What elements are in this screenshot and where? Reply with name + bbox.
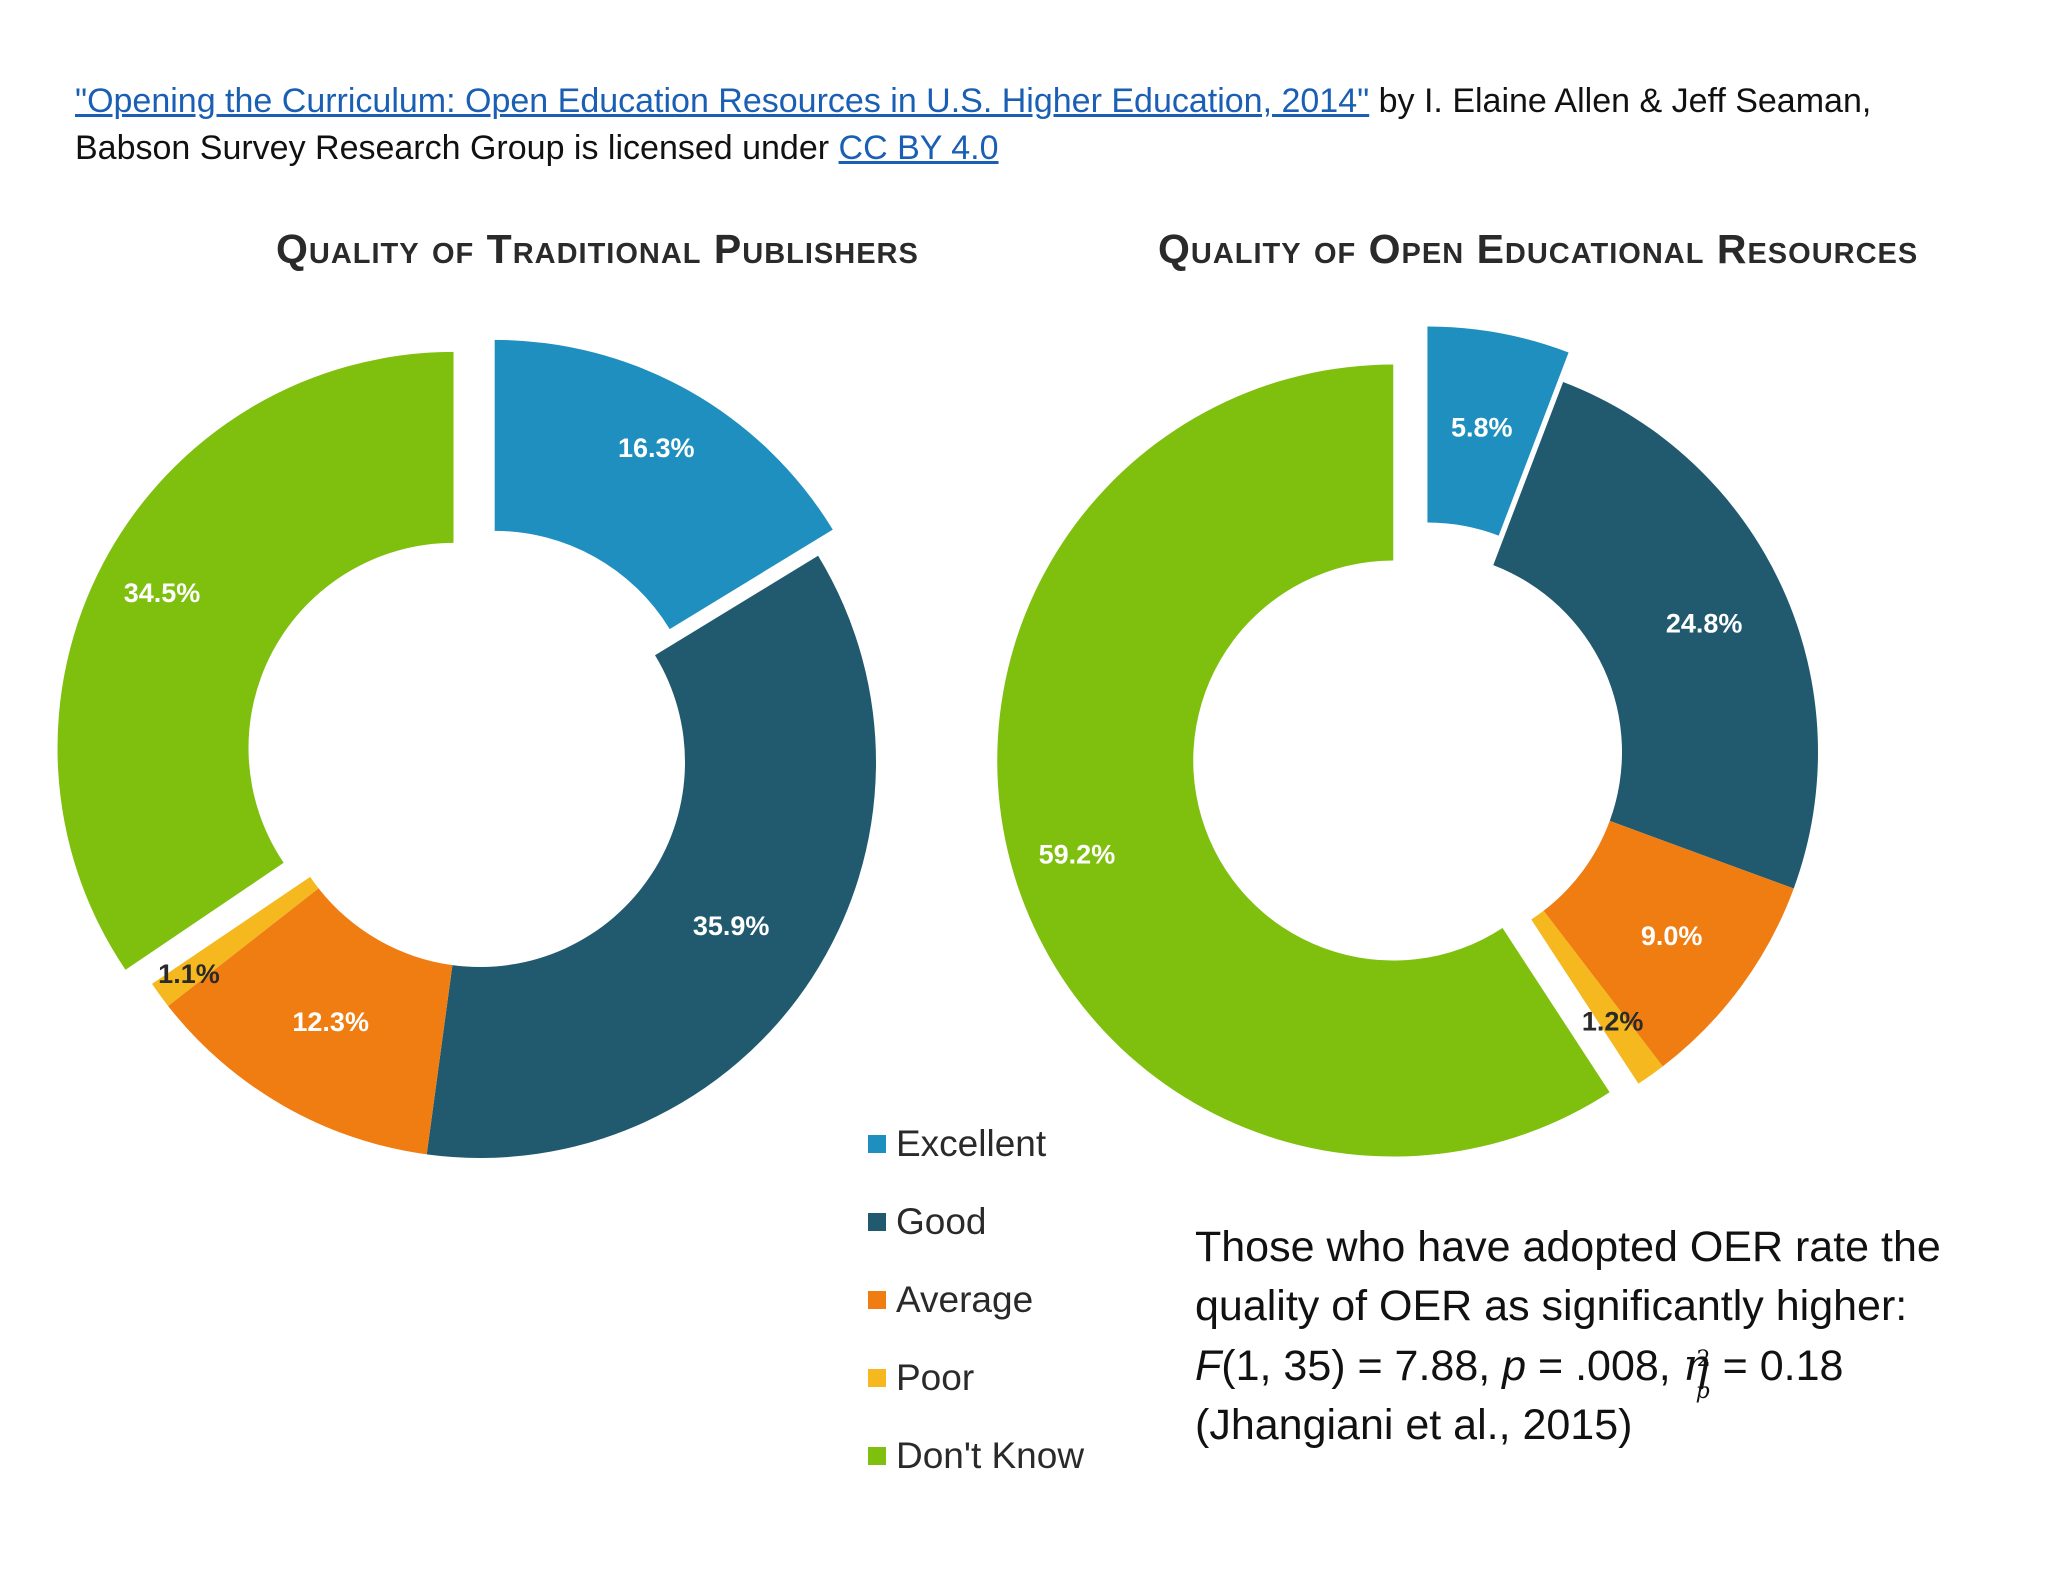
slice-good xyxy=(426,555,876,1158)
slice-don-t-know xyxy=(997,364,1610,1157)
authors-text: by I. Elaine Allen & Jeff Seaman, xyxy=(1369,82,1872,120)
license-link[interactable]: CC BY 4.0 xyxy=(838,129,999,167)
source-link[interactable]: "Opening the Curriculum: Open Education … xyxy=(75,82,1370,120)
stat-f-values: (1, 35) = 7.88, xyxy=(1221,1342,1503,1390)
slice-don-t-know xyxy=(57,351,454,970)
legend-label: Excellent xyxy=(896,1123,1047,1164)
eta-sub: p xyxy=(1695,1379,1710,1404)
slice-label-don-t-know: 34.5% xyxy=(124,578,201,608)
license-prefix: Babson Survey Research Group is licensed… xyxy=(75,129,839,167)
slice-label-average: 12.3% xyxy=(292,1007,369,1037)
legend: Excellent Good Average Poor Don't Know xyxy=(868,1105,1084,1495)
legend-swatch xyxy=(868,1213,886,1231)
legend-item-excellent: Excellent xyxy=(868,1105,1084,1183)
note-line-2: quality of OER as significantly higher: xyxy=(1195,1282,1908,1330)
legend-swatch xyxy=(868,1135,886,1153)
slice-label-poor: 1.1% xyxy=(158,959,220,989)
slice-label-poor: 1.2% xyxy=(1582,1006,1644,1036)
slice-average xyxy=(168,888,453,1155)
legend-item-average: Average xyxy=(868,1261,1084,1339)
slice-good xyxy=(1493,382,1818,889)
slice-excellent xyxy=(1427,326,1569,536)
legend-swatch xyxy=(868,1369,886,1387)
legend-label: Poor xyxy=(896,1357,975,1398)
slice-label-don-t-know: 59.2% xyxy=(1039,840,1116,870)
slice-average xyxy=(1543,820,1794,1067)
slice-label-excellent: 16.3% xyxy=(618,433,695,463)
note-line-1: Those who have adopted OER rate the xyxy=(1195,1223,1941,1271)
legend-swatch xyxy=(868,1291,886,1309)
slice-excellent xyxy=(494,339,833,630)
chart-title-traditional: Quality of Traditional Publishers xyxy=(276,226,919,272)
legend-label: Good xyxy=(896,1201,987,1242)
eta-letter: η xyxy=(1682,1340,1710,1391)
note-line-3: F(1, 35) = 7.88, p = .008, η 2 p = 0.18 xyxy=(1195,1336,1941,1404)
eta-value: = 0.18 xyxy=(1722,1342,1844,1390)
slice-poor xyxy=(151,876,319,1006)
slice-label-good: 35.9% xyxy=(693,911,770,941)
legend-swatch xyxy=(868,1447,886,1465)
slice-label-average: 9.0% xyxy=(1641,921,1703,951)
finding-note: Those who have adopted OER rate the qual… xyxy=(1195,1218,1941,1455)
slice-poor xyxy=(1531,910,1663,1084)
attribution: "Opening the Curriculum: Open Education … xyxy=(75,78,2035,172)
legend-label: Don't Know xyxy=(896,1435,1085,1476)
stat-p-value: = .008, xyxy=(1526,1342,1683,1390)
slice-label-good: 24.8% xyxy=(1666,609,1743,639)
note-line-4: (Jhangiani et al., 2015) xyxy=(1195,1401,1633,1449)
slice-label-excellent: 5.8% xyxy=(1451,412,1513,442)
legend-item-poor: Poor xyxy=(868,1339,1084,1417)
legend-item-good: Good xyxy=(868,1183,1084,1261)
eta-sup: 2 xyxy=(1696,1347,1711,1372)
stat-p: p xyxy=(1502,1342,1527,1390)
legend-item-don-t-know: Don't Know xyxy=(868,1417,1084,1495)
legend-label: Average xyxy=(896,1279,1034,1320)
chart-title-oer: Quality of Open Educational Resources xyxy=(1158,226,1919,272)
stat-f: F xyxy=(1195,1342,1222,1390)
